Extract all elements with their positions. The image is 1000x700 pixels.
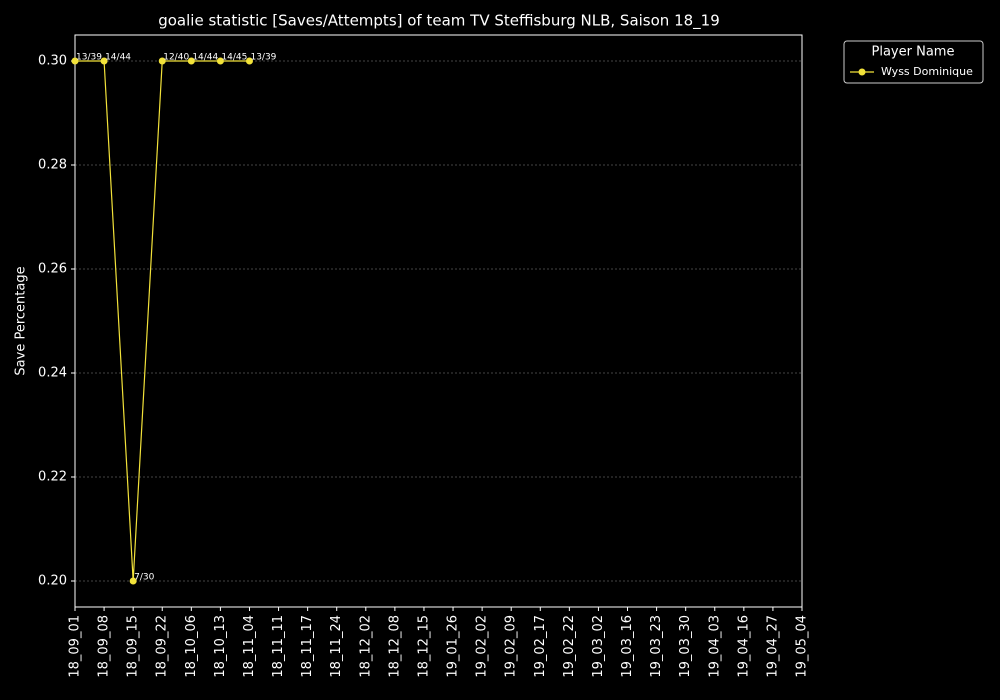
x-tick-label: 19_03_16: [620, 615, 635, 678]
x-tick-label: 19_02_02: [475, 615, 490, 678]
x-tick-label: 19_02_22: [562, 615, 577, 678]
legend-box: [843, 40, 984, 84]
chart-title: goalie statistic [Saves/Attempts] of tea…: [158, 12, 720, 31]
legend-title: Player Name: [872, 45, 955, 60]
plot-frame: [74, 34, 803, 608]
y-tick-label: 0.20: [38, 574, 67, 589]
y-tick-label: 0.26: [38, 262, 67, 277]
x-tick-label: 18_11_04: [242, 615, 257, 678]
x-tick-label: 18_12_08: [387, 615, 402, 678]
x-tick-label: 19_04_03: [707, 615, 722, 678]
y-tick-label: 0.28: [38, 158, 67, 173]
x-tick-label: 18_09_08: [97, 615, 112, 678]
x-tick-label: 18_11_24: [329, 615, 344, 678]
x-tick-label: 18_10_13: [213, 615, 228, 678]
x-tick-label: 19_03_23: [649, 615, 664, 678]
x-tick-label: 18_11_11: [271, 615, 286, 678]
value-label: 12/40: [163, 53, 189, 63]
value-label: 14/44: [105, 53, 131, 63]
x-tick-label: 18_09_01: [68, 615, 83, 678]
legend-marker: [858, 68, 866, 76]
value-label: 13/39: [250, 53, 276, 63]
x-tick-label: 18_09_22: [155, 615, 170, 678]
marker: [216, 57, 224, 65]
x-tick-label: 19_05_04: [795, 615, 810, 678]
marker: [129, 577, 137, 585]
legend-label: Wyss Dominique: [881, 65, 973, 78]
y-axis-label: Save Percentage: [14, 266, 29, 375]
legend: Player Name Wyss Dominique: [843, 40, 984, 84]
x-tick-label: 18_12_15: [416, 615, 431, 678]
value-label: 13/39: [76, 53, 102, 63]
x-tick-label: 19_02_09: [504, 615, 519, 678]
x-tick-label: 19_04_16: [736, 615, 751, 678]
x-tick-label: 19_03_30: [678, 615, 693, 678]
marker: [71, 57, 79, 65]
line: [75, 60, 250, 582]
y-tick-label: 0.30: [38, 54, 67, 69]
x-tick-label: 18_09_15: [126, 615, 141, 678]
y-tick-label: 0.22: [38, 470, 67, 485]
value-label: 14/45: [221, 53, 247, 63]
marker: [100, 57, 108, 65]
y-tick-label: 0.24: [38, 366, 67, 381]
value-label: 7/30: [134, 573, 154, 583]
marker: [187, 57, 195, 65]
marker: [245, 57, 253, 65]
x-tick-label: 18_12_02: [358, 615, 373, 678]
x-tick-label: 18_10_06: [184, 615, 199, 678]
x-tick-label: 19_03_02: [591, 615, 606, 678]
marker: [158, 57, 166, 65]
x-tick-label: 18_11_17: [300, 615, 315, 678]
x-tick-label: 19_01_26: [446, 615, 461, 678]
x-tick-label: 19_02_17: [533, 615, 548, 678]
x-tick-label: 19_04_27: [765, 615, 780, 678]
value-label: 14/44: [192, 53, 218, 63]
